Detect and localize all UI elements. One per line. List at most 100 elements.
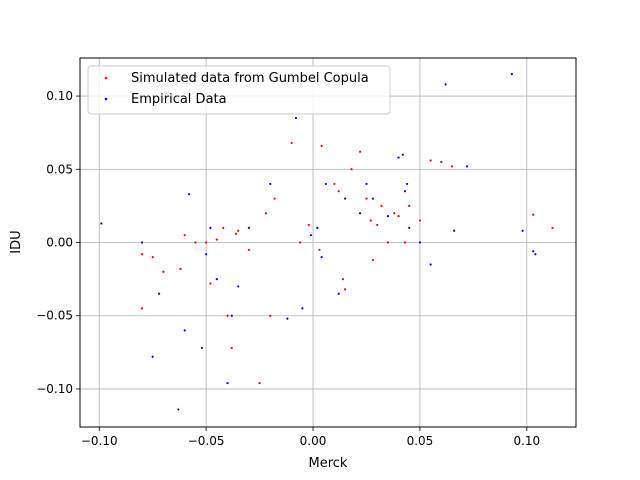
data-point: [177, 408, 180, 411]
data-point: [237, 229, 240, 232]
data-point: [226, 314, 229, 317]
data-point: [465, 165, 469, 168]
legend-label-simulated: Simulated data from Gumbel Copula: [131, 71, 369, 86]
data-point: [380, 204, 383, 207]
y-tick-label: 0.00: [46, 236, 73, 250]
x-axis-label: Merck: [309, 456, 348, 471]
data-point: [341, 278, 345, 281]
data-point: [299, 241, 302, 244]
axis-ticks: −0.10 −0.05 0.00 0.05 0.10 −0.10 −0.05 0.00 0.05…: [36, 89, 540, 448]
data-point: [408, 226, 411, 229]
x-tick-label: −0.10: [81, 434, 118, 448]
data-point: [140, 253, 144, 256]
data-point: [151, 355, 154, 358]
legend-box: [87, 65, 391, 115]
data-point: [215, 278, 218, 281]
data-point: [247, 248, 250, 251]
data-point: [324, 182, 327, 186]
data-point: [286, 317, 289, 320]
data-point: [429, 159, 432, 162]
data-point: [350, 168, 353, 171]
data-point: [301, 307, 304, 310]
data-point: [444, 83, 447, 86]
data-point: [140, 307, 144, 310]
data-point: [183, 329, 186, 332]
data-point: [393, 212, 396, 215]
data-point: [269, 182, 272, 186]
data-point: [337, 190, 340, 193]
data-point: [140, 241, 144, 244]
data-point: [397, 156, 400, 159]
data-point: [234, 232, 238, 235]
data-point: [187, 193, 191, 196]
data-point: [358, 150, 362, 153]
data-point: [406, 182, 409, 186]
data-point: [320, 144, 323, 147]
data-point: [551, 226, 554, 229]
data-point: [333, 182, 336, 186]
data-point: [337, 292, 340, 295]
x-tick-label: −0.05: [188, 434, 225, 448]
data-point: [294, 116, 298, 120]
data-point: [226, 381, 229, 385]
data-point: [179, 267, 182, 270]
data-point: [369, 219, 372, 222]
data-point: [450, 165, 454, 168]
data-point: [358, 212, 362, 215]
data-point: [222, 226, 225, 229]
data-point: [100, 222, 103, 225]
data-point: [320, 256, 323, 259]
data-point: [151, 256, 154, 259]
data-point: [376, 223, 379, 227]
data-point: [209, 282, 212, 285]
x-tick-label: 0.10: [513, 434, 540, 448]
data-point: [371, 197, 374, 200]
y-tick-label: 0.10: [46, 89, 73, 103]
data-point: [258, 381, 261, 385]
data-point: [194, 241, 197, 244]
data-point: [237, 285, 240, 288]
data-point: [307, 223, 310, 227]
data-point: [215, 238, 218, 241]
data-point: [403, 190, 407, 193]
y-tick-label: −0.10: [36, 382, 73, 396]
data-point: [365, 182, 368, 186]
data-point: [318, 248, 321, 251]
data-point: [205, 253, 208, 256]
data-point: [264, 212, 268, 215]
data-point: [344, 288, 347, 291]
data-point: [365, 197, 368, 200]
data-point: [162, 270, 165, 273]
data-point: [418, 241, 422, 244]
data-points: [100, 73, 554, 411]
data-point: [510, 73, 513, 76]
x-tick-label: 0.05: [407, 434, 434, 448]
data-point: [269, 314, 272, 317]
data-point: [205, 241, 208, 244]
data-point: [316, 226, 319, 229]
data-point: [532, 250, 535, 253]
x-tick-label: 0.00: [300, 434, 327, 448]
legend: Simulated data from Gumbel Copula Empiri…: [87, 65, 391, 115]
data-point: [440, 160, 443, 164]
data-point: [418, 219, 422, 222]
y-axis-label: IDU: [9, 230, 24, 253]
data-point: [158, 292, 161, 295]
data-point: [408, 204, 411, 207]
data-point: [397, 215, 400, 218]
data-point: [309, 234, 312, 237]
data-point: [401, 153, 404, 156]
series-1: [100, 73, 537, 411]
data-point: [521, 229, 524, 232]
data-point: [183, 234, 186, 237]
data-point: [429, 263, 432, 266]
legend-marker-simulated: [104, 76, 108, 80]
data-point: [200, 346, 203, 350]
series-0: [140, 141, 554, 385]
data-point: [290, 141, 293, 145]
legend-marker-empirical: [104, 97, 108, 101]
data-point: [403, 241, 407, 244]
data-point: [230, 314, 233, 317]
data-point: [534, 253, 537, 256]
